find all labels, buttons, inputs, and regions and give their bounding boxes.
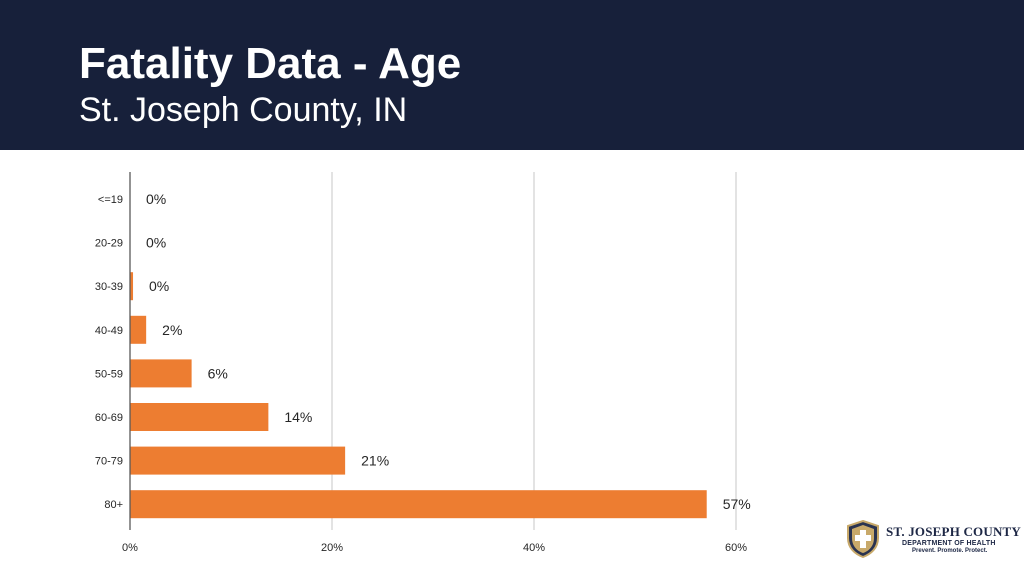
bar-data-label: 2% xyxy=(162,322,182,338)
bar xyxy=(130,359,192,388)
x-tick-label: 60% xyxy=(725,542,747,554)
y-category-label: 30-39 xyxy=(95,281,123,293)
county-health-logo: ST. JOSEPH COUNTY DEPARTMENT OF HEALTH P… xyxy=(846,520,1021,560)
x-tick-label: 0% xyxy=(122,542,138,554)
bar-data-label: 0% xyxy=(149,278,169,294)
header-banner: Fatality Data - Age St. Joseph County, I… xyxy=(0,0,1024,150)
bar-data-label: 57% xyxy=(723,496,751,512)
logo-tagline-text: Prevent. Promote. Protect. xyxy=(912,548,988,554)
y-category-label: 70-79 xyxy=(95,456,123,468)
bar-data-label: 0% xyxy=(146,191,166,207)
gridlines xyxy=(331,172,737,530)
y-category-label: <=19 xyxy=(98,194,123,206)
page-title: Fatality Data - Age xyxy=(79,39,462,88)
bar xyxy=(130,272,134,301)
page-subtitle: St. Joseph County, IN xyxy=(79,91,408,129)
bar xyxy=(130,315,147,344)
bar-data-label: 6% xyxy=(208,365,228,381)
y-category-label: 40-49 xyxy=(95,325,123,337)
bar xyxy=(130,490,707,519)
age-fatality-bar-chart: 0% 20% 40% 60% <=19 0% 20-29 0% 30-39 0% 40-49 2% 50… xyxy=(95,172,751,554)
bar xyxy=(130,403,269,431)
y-category-label: 60-69 xyxy=(95,412,123,424)
bars xyxy=(130,272,707,519)
y-category-label: 50-59 xyxy=(95,368,123,380)
bar-data-label: 21% xyxy=(361,453,389,469)
y-category-label: 20-29 xyxy=(95,238,123,250)
logo-dept-text: DEPARTMENT OF HEALTH xyxy=(902,540,996,547)
bar xyxy=(130,446,346,475)
x-tick-label: 40% xyxy=(523,542,545,554)
bar-data-label: 0% xyxy=(146,235,166,251)
shield-cross-icon xyxy=(847,520,879,558)
y-category-label: 80+ xyxy=(104,499,123,511)
labels: 0% 20% 40% 60% <=19 0% 20-29 0% 30-39 0% 40-49 2% 50… xyxy=(95,191,751,554)
logo-name-text: ST. JOSEPH COUNTY xyxy=(886,524,1021,539)
x-tick-label: 20% xyxy=(321,542,343,554)
bar-data-label: 14% xyxy=(284,409,312,425)
